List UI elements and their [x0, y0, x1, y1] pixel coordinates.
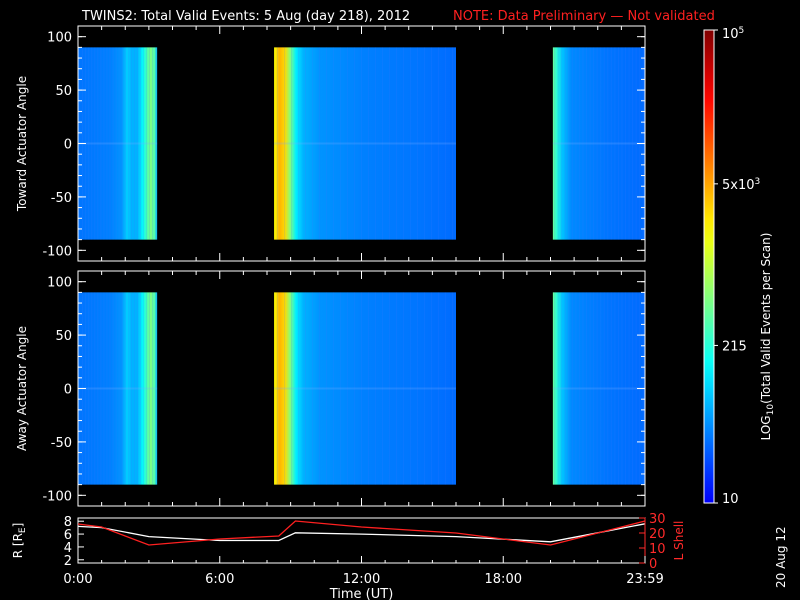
ephemeris-frame: [77, 517, 646, 564]
preliminary-note: NOTE: Data Preliminary — Not validated: [453, 9, 715, 24]
y-tick-label: 50: [55, 84, 72, 99]
y-tick-label-right: 30: [649, 512, 666, 527]
colorbar-label: LOG10(Total Valid Events per Scan): [759, 233, 776, 441]
x-axis-label: Time (UT): [329, 587, 394, 600]
y-tick-label-right: 10: [649, 542, 666, 557]
y-axis-label: Toward Actuator Angle: [15, 76, 29, 212]
y-tick-label: 8: [64, 515, 72, 530]
y-tick-label: -100: [42, 244, 72, 259]
y-tick-label: 2: [64, 554, 72, 569]
y-tick-label: 100: [47, 31, 72, 46]
colorbar-tick-label: 10: [722, 492, 739, 507]
y-tick-label: 0: [64, 383, 72, 398]
colorbar-tick-label: 215: [722, 339, 747, 354]
x-tick-label: 0:00: [63, 572, 92, 587]
y-axis-label-right: L Shell: [672, 521, 686, 561]
x-tick-label: 6:00: [205, 572, 234, 587]
y-tick-label: 6: [64, 528, 72, 543]
y-tick-label: -50: [51, 191, 72, 206]
y-tick-label-right: 20: [649, 527, 666, 542]
y-tick-label: 4: [64, 541, 72, 556]
away-actuator-panel: 100 50 0 -50 -100 Away Actuator Angle: [15, 270, 646, 507]
y-axis-label: Away Actuator Angle: [15, 326, 29, 451]
y-tick-label: -50: [51, 436, 72, 451]
date-stamp: 20 Aug 12: [774, 526, 788, 588]
colorbar-tick-label: 105: [722, 26, 744, 42]
y-axis-label-left: R [RE]: [11, 523, 28, 559]
y-tick-label: 100: [47, 276, 72, 291]
data-segment-2: [274, 47, 456, 240]
colorbar: 105 5x103 215 10 LOG10(Total Valid Events pe…: [703, 26, 776, 507]
data-segment-1: [78, 47, 158, 240]
lshell-line: [77, 520, 646, 546]
toward-actuator-panel: 100 50 0 -50 -100 Toward Actuator Angle: [15, 25, 646, 262]
y-tick-label: 50: [55, 329, 72, 344]
data-segment-3: [552, 292, 645, 485]
y-tick-label: 0: [64, 138, 72, 153]
data-segment-3: [552, 47, 645, 240]
x-tick-label: 12:00: [343, 572, 380, 587]
y-tick-label: -100: [42, 489, 72, 504]
colorbar-tick-label: 5x103: [722, 177, 760, 193]
data-segment-1: [78, 292, 158, 485]
x-tick-label: 18:00: [485, 572, 522, 587]
x-tick-label: 23:59: [626, 572, 663, 587]
colorbar-gradient: [703, 29, 715, 504]
data-segment-2: [274, 292, 456, 485]
plot-title: TWINS2: Total Valid Events: 5 Aug (day 2…: [81, 9, 410, 24]
radius-line: [77, 523, 646, 543]
y-tick-label-right: 0: [649, 557, 657, 572]
